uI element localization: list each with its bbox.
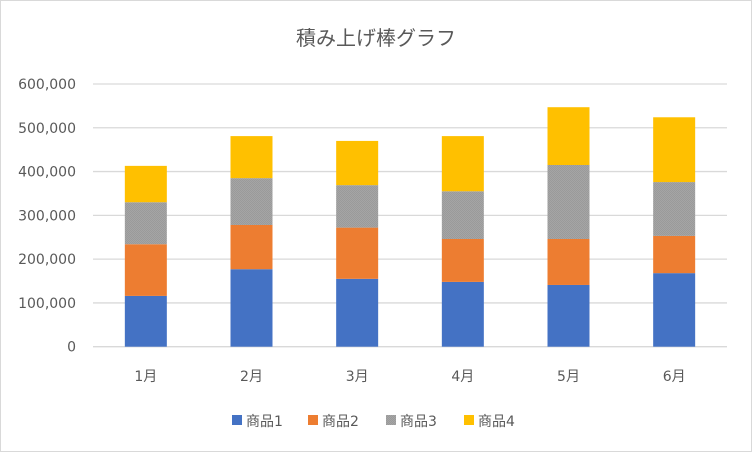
x-tick-label: 6月	[663, 369, 686, 385]
x-tick-label: 1月	[134, 369, 157, 385]
y-tick-label: 300,000	[18, 208, 76, 224]
bar-segment-商品4	[336, 140, 379, 186]
legend-swatch	[232, 415, 242, 425]
bar-segment-商品1	[230, 269, 273, 347]
legend-label: 商品1	[246, 414, 283, 430]
bar-segment-商品2	[441, 238, 484, 282]
legend-swatch	[386, 415, 396, 425]
x-tick-label: 5月	[557, 369, 580, 385]
legend-swatch	[308, 415, 318, 425]
bar-segment-商品3	[336, 185, 379, 228]
bar-segment-商品2	[230, 224, 273, 270]
legend-label: 商品2	[322, 414, 359, 430]
legend-swatch	[464, 415, 474, 425]
bar-segment-商品2	[336, 227, 379, 279]
bar-segment-商品1	[547, 284, 590, 347]
bar-segment-商品1	[336, 278, 379, 347]
legend-label: 商品3	[400, 414, 437, 430]
bar-segment-商品1	[441, 281, 484, 347]
bar-segment-商品3	[547, 164, 590, 239]
y-tick-label: 100,000	[18, 296, 76, 312]
y-tick-label: 0	[67, 340, 76, 356]
bar-segment-商品1	[124, 295, 167, 347]
legend-label: 商品4	[478, 414, 515, 430]
x-tick-label: 3月	[346, 369, 369, 385]
y-tick-label: 400,000	[18, 165, 76, 181]
x-tick-label: 4月	[451, 369, 474, 385]
x-tick-label: 2月	[240, 369, 263, 385]
bar-segment-商品3	[124, 202, 167, 245]
y-tick-label: 500,000	[18, 121, 76, 137]
bar-segment-商品4	[124, 165, 167, 203]
chart-title: 積み上げ棒グラフ	[296, 26, 456, 50]
bar-segment-商品2	[653, 235, 696, 274]
bar-segment-商品2	[124, 244, 167, 296]
bar-segment-商品4	[230, 136, 273, 179]
bar-segment-商品4	[441, 136, 484, 192]
bar-segment-商品3	[653, 182, 696, 236]
y-tick-label: 600,000	[18, 77, 76, 93]
bar-segment-商品3	[230, 178, 273, 225]
bar-segment-商品4	[653, 117, 696, 183]
bar-segment-商品1	[653, 273, 696, 347]
bar-segment-商品3	[441, 191, 484, 239]
y-tick-label: 200,000	[18, 252, 76, 268]
bar-segment-商品2	[547, 238, 590, 285]
bar-segment-商品4	[547, 107, 590, 165]
